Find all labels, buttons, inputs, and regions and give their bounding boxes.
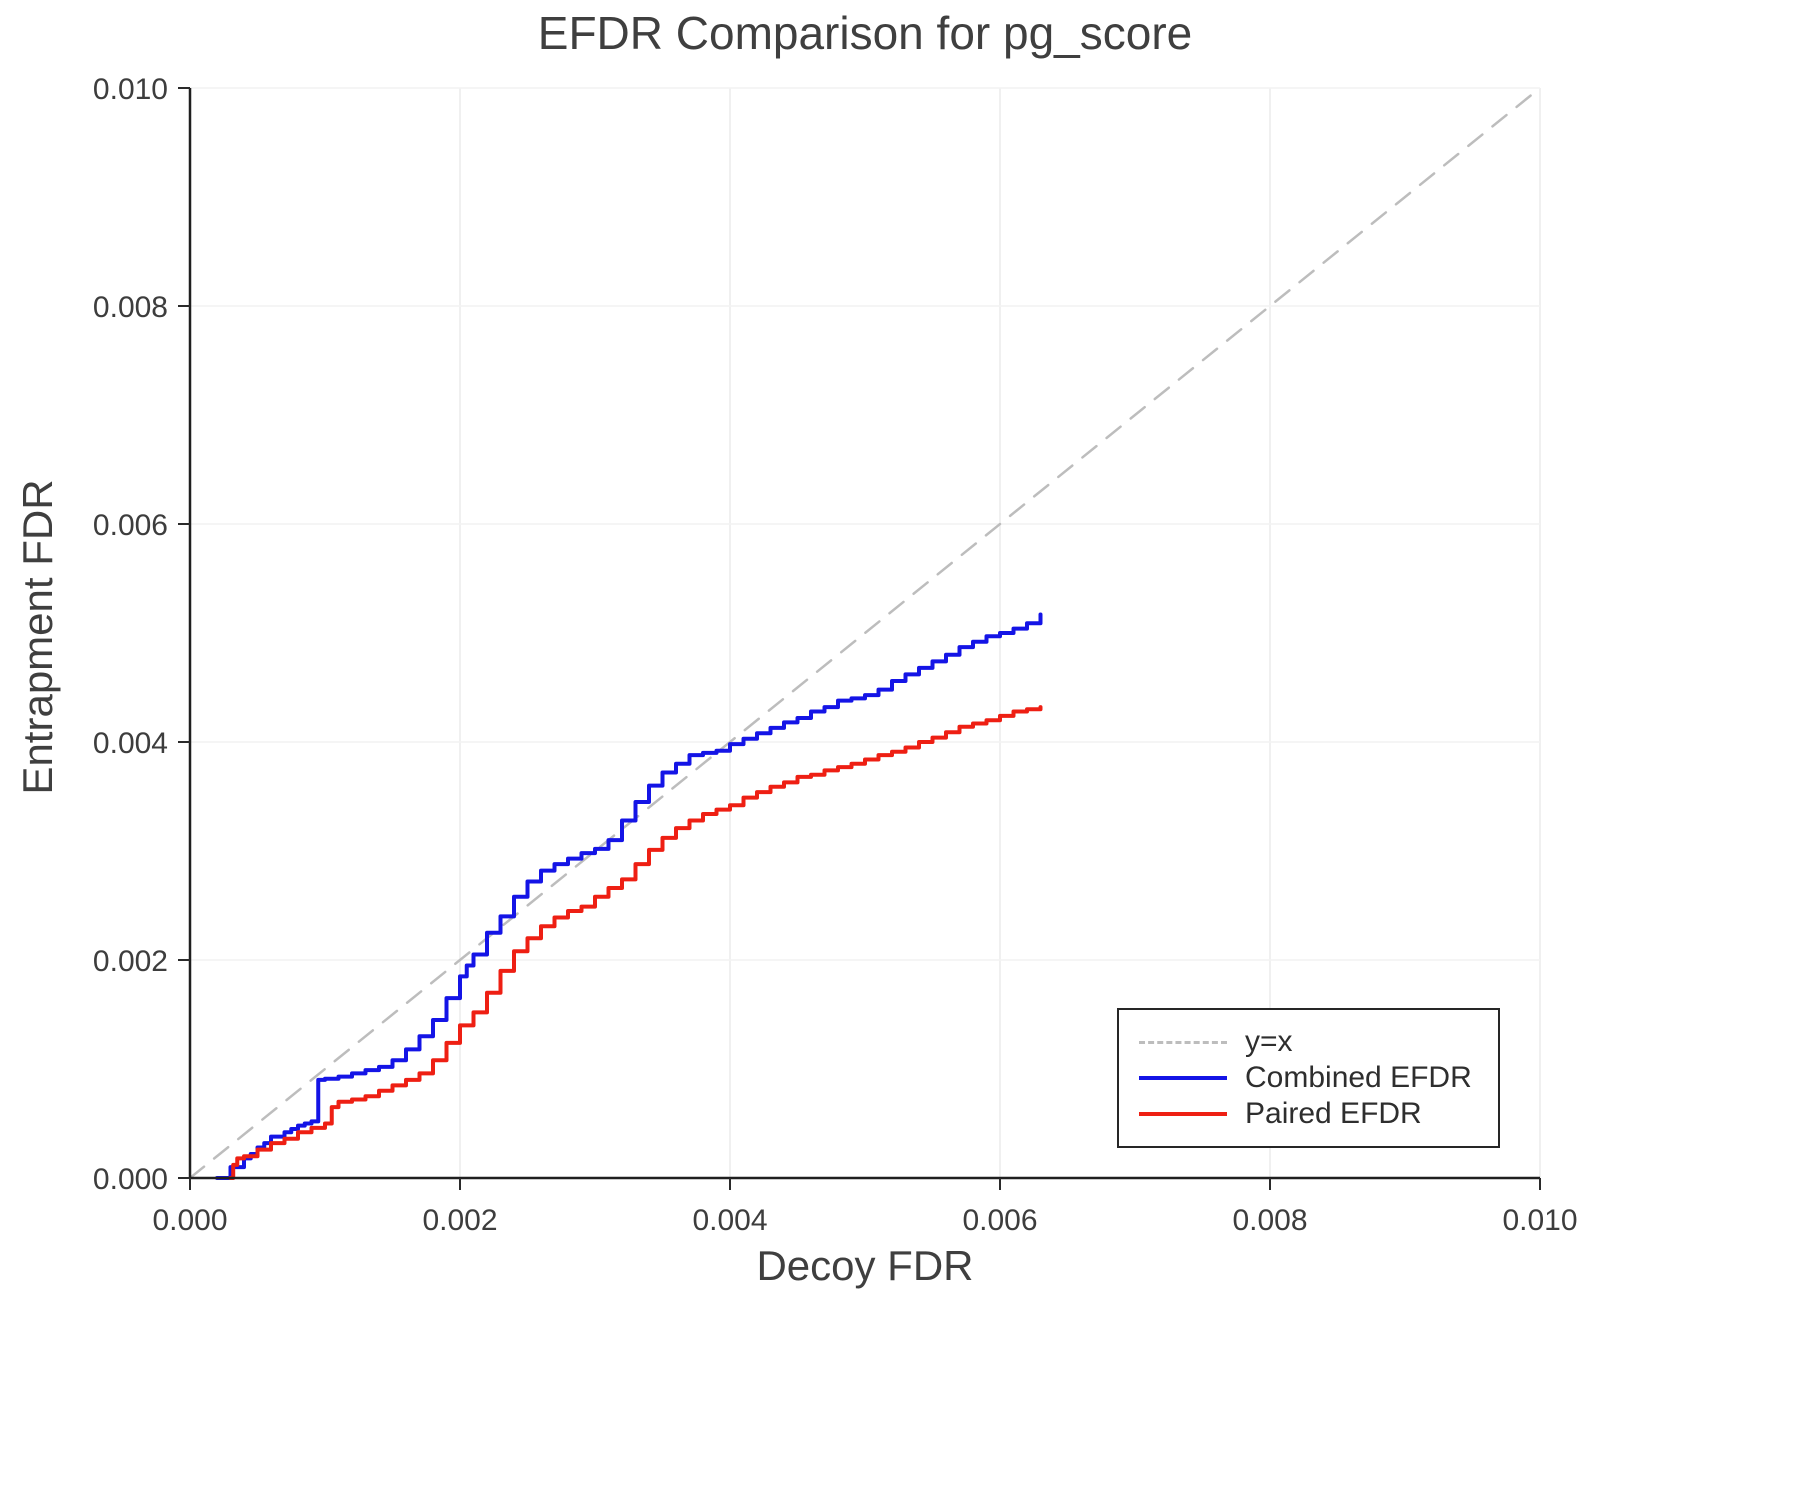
x-axis-label: Decoy FDR [756,1242,974,1289]
x-tick-label: 0.006 [962,1204,1037,1237]
y-tick-label: 0.004 [93,727,168,760]
combined-efdr-line-sample [1139,1076,1227,1080]
legend-item-combined-efdr: Combined EFDR [1139,1060,1472,1096]
y-tick-label: 0.000 [93,1163,168,1196]
x-tick-label: 0.010 [1502,1204,1577,1237]
paired-efdr-line-sample [1139,1112,1227,1116]
chart-title: EFDR Comparison for pg_score [537,7,1193,59]
series-line-0-y-x [188,86,1542,1180]
yx-line-sample [1139,1040,1227,1044]
legend: y=x Combined EFDR Paired EFDR [1117,1008,1500,1148]
y-tick-label: 0.010 [93,73,168,106]
series-line-2-paired-efdr [228,705,1043,1180]
y-tick-label: 0.006 [93,509,168,542]
legend-label-paired-efdr: Paired EFDR [1245,1097,1422,1130]
legend-label-yx: y=x [1245,1025,1293,1058]
x-tick-label: 0.002 [422,1204,497,1237]
x-tick-label: 0.004 [692,1204,767,1237]
x-tick-label: 0.000 [152,1204,227,1237]
y-tick-label: 0.002 [93,945,168,978]
legend-item-paired-efdr: Paired EFDR [1139,1096,1472,1132]
series-line-1-combined-efdr [215,612,1043,1180]
y-tick-label: 0.008 [93,291,168,324]
x-tick-label: 0.008 [1232,1204,1307,1237]
legend-item-yx: y=x [1139,1024,1472,1060]
legend-label-combined-efdr: Combined EFDR [1245,1061,1472,1094]
